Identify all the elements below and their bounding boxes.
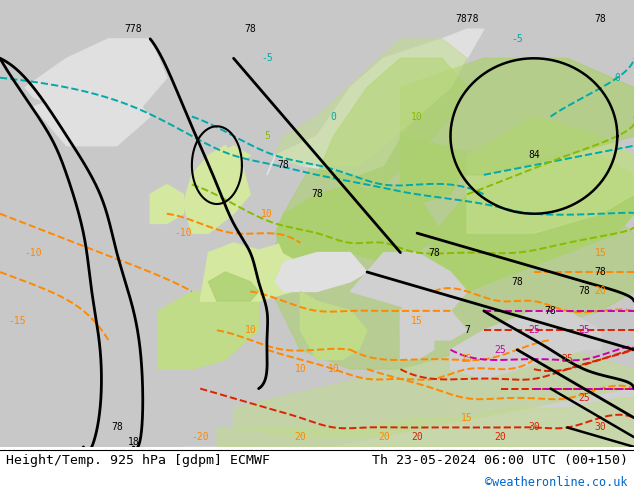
- Text: -20: -20: [191, 432, 209, 442]
- Text: 78: 78: [578, 287, 590, 296]
- Polygon shape: [25, 39, 167, 117]
- Text: 0: 0: [331, 112, 337, 122]
- Text: 20: 20: [495, 432, 507, 442]
- Polygon shape: [401, 58, 634, 175]
- Text: 10: 10: [411, 112, 423, 122]
- Polygon shape: [301, 292, 367, 360]
- Polygon shape: [333, 185, 442, 262]
- Polygon shape: [150, 185, 183, 223]
- Polygon shape: [217, 398, 634, 447]
- Text: 78: 78: [311, 189, 323, 199]
- Polygon shape: [183, 389, 634, 447]
- Text: 15: 15: [462, 413, 473, 423]
- Polygon shape: [417, 155, 634, 292]
- Text: 0: 0: [614, 73, 620, 83]
- Text: 15: 15: [595, 247, 607, 258]
- Polygon shape: [183, 146, 250, 233]
- Text: 78: 78: [244, 24, 256, 34]
- Text: 78: 78: [595, 14, 607, 24]
- Text: 10: 10: [294, 364, 306, 374]
- Polygon shape: [275, 252, 367, 292]
- Text: 25: 25: [578, 325, 590, 335]
- Polygon shape: [34, 87, 150, 146]
- Polygon shape: [451, 311, 600, 379]
- Polygon shape: [209, 243, 301, 301]
- Polygon shape: [401, 146, 467, 204]
- Text: 778: 778: [125, 24, 142, 34]
- Polygon shape: [158, 292, 259, 369]
- Polygon shape: [401, 311, 434, 360]
- Text: -5: -5: [261, 53, 273, 63]
- Text: 7: 7: [464, 325, 470, 335]
- Text: Th 23-05-2024 06:00 UTC (00+150): Th 23-05-2024 06:00 UTC (00+150): [372, 454, 628, 467]
- Text: 7878: 7878: [455, 14, 479, 24]
- Text: 78: 78: [111, 422, 122, 433]
- Text: -15: -15: [8, 316, 25, 325]
- Text: 30: 30: [528, 422, 540, 433]
- Polygon shape: [317, 58, 467, 185]
- Text: 78: 78: [278, 160, 290, 170]
- Text: Height/Temp. 925 hPa [gdpm] ECMWF: Height/Temp. 925 hPa [gdpm] ECMWF: [6, 454, 270, 467]
- Text: 15: 15: [411, 316, 423, 325]
- Polygon shape: [200, 243, 275, 301]
- Text: 25: 25: [528, 325, 540, 335]
- Polygon shape: [351, 252, 467, 311]
- Polygon shape: [233, 350, 634, 437]
- Text: -10: -10: [175, 228, 192, 238]
- Text: 18: 18: [127, 437, 139, 447]
- Polygon shape: [267, 136, 634, 369]
- Text: 5: 5: [264, 131, 270, 141]
- Text: 20: 20: [378, 432, 390, 442]
- Text: 78: 78: [512, 277, 523, 287]
- Polygon shape: [192, 146, 250, 185]
- Text: -10: -10: [25, 247, 42, 258]
- Polygon shape: [267, 29, 484, 175]
- Text: ©weatheronline.co.uk: ©weatheronline.co.uk: [485, 476, 628, 489]
- Text: 25: 25: [561, 354, 573, 365]
- Text: 10: 10: [244, 325, 256, 335]
- Text: 10: 10: [328, 364, 340, 374]
- Text: 25: 25: [495, 345, 507, 355]
- Polygon shape: [275, 185, 401, 262]
- Polygon shape: [467, 117, 634, 233]
- Polygon shape: [34, 68, 125, 107]
- Text: 20: 20: [294, 432, 306, 442]
- Text: 25: 25: [578, 393, 590, 403]
- Text: 78: 78: [595, 267, 607, 277]
- Text: -5: -5: [512, 34, 523, 44]
- Text: 15: 15: [462, 354, 473, 365]
- Text: 20: 20: [411, 432, 423, 442]
- Polygon shape: [275, 39, 467, 165]
- Polygon shape: [401, 292, 467, 340]
- Text: 84: 84: [528, 150, 540, 160]
- Text: 78: 78: [428, 247, 439, 258]
- Text: 78: 78: [545, 306, 557, 316]
- Polygon shape: [209, 272, 259, 301]
- Text: 10: 10: [261, 209, 273, 219]
- Text: 20: 20: [595, 287, 607, 296]
- Text: 30: 30: [595, 422, 607, 433]
